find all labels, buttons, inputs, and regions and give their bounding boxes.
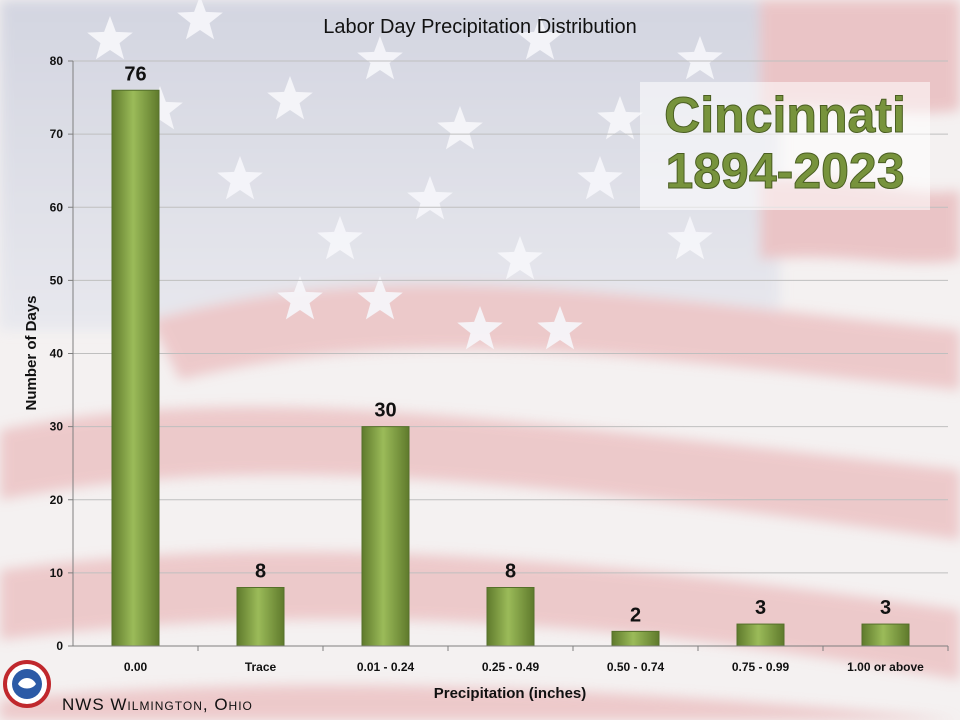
y-axis-label: Number of Days [23,295,40,410]
data-label: 3 [880,597,891,619]
x-tick-label: 1.00 or above [847,660,924,674]
x-tick-label: 0.50 - 0.74 [607,660,665,674]
y-tick-label: 80 [50,54,64,68]
data-label: 2 [630,604,641,626]
x-axis-ticks: 0.00 Trace 0.01 - 0.24 0.25 - 0.49 0.50 - 0.… [124,646,949,674]
bar [486,587,535,647]
nws-logo-icon [3,660,51,708]
annotation-box: Cincinnati 1894-2023 [640,82,930,210]
bar [861,623,910,647]
chart-title: Labor Day Precipitation Distribution [323,16,637,38]
data-label: 30 [374,400,396,422]
data-label: 8 [505,561,516,583]
y-tick-label: 10 [50,566,64,580]
x-tick-label: Trace [245,660,277,674]
x-tick-label: 0.75 - 0.99 [732,660,790,674]
y-tick-label: 60 [50,200,64,214]
annotation-city: Cincinnati [664,87,906,143]
footer-credit: NWS Wilmington, Ohio [62,695,253,714]
y-tick-label: 20 [50,493,64,507]
data-labels: 76 8 30 8 2 3 3 [124,63,891,626]
annotation-years: 1894-2023 [665,143,904,199]
bar [611,630,660,647]
data-label: 3 [755,597,766,619]
x-tick-label: 0.00 [124,660,148,674]
y-axis-ticks: 0 10 20 30 40 50 60 70 80 [50,54,73,653]
y-tick-label: 50 [50,273,64,287]
x-axis-label: Precipitation (inches) [434,685,587,702]
x-tick-label: 0.25 - 0.49 [482,660,540,674]
y-tick-label: 40 [50,347,64,361]
y-tick-label: 70 [50,127,64,141]
x-tick-label: 0.01 - 0.24 [357,660,415,674]
bar [111,89,160,647]
data-label: 76 [124,63,146,85]
bar [361,426,410,647]
bars [111,89,910,647]
y-tick-label: 0 [56,639,63,653]
y-tick-label: 30 [50,420,64,434]
bar [236,587,285,647]
data-label: 8 [255,561,266,583]
bar [736,623,785,647]
